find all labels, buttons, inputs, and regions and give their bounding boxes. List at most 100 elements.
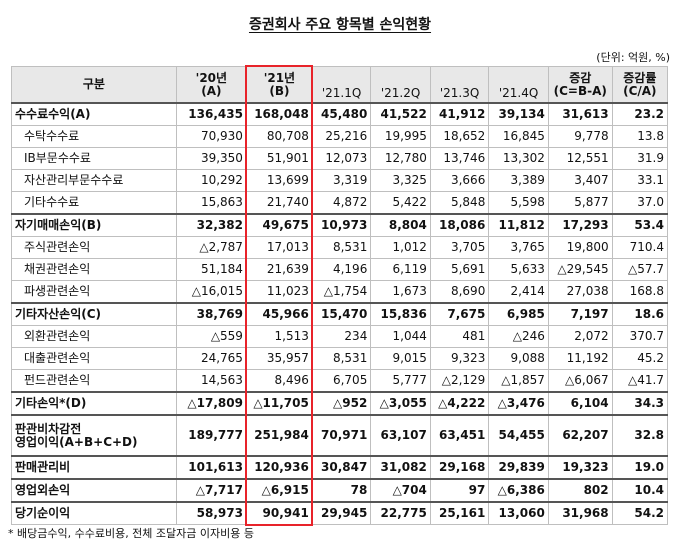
cell-diff: 7,197 — [547, 302, 613, 326]
cell-rate: 13.8 — [611, 125, 669, 148]
cell-q3: 13,746 — [429, 147, 490, 170]
table-row: 판관비차감전 영업이익(A+B+C+D) 189,777 251,984 70,971… — [11, 414, 669, 457]
row-label: 외환관련손익 — [11, 325, 177, 348]
cell-q2: 12,780 — [370, 147, 431, 170]
cell-y20: 136,435 — [175, 102, 247, 126]
cell-rate: 710.4 — [611, 236, 669, 259]
header-q2: '21.2Q — [370, 66, 431, 104]
table-row: 채권관련손익 51,184 21,639 4,196 6,119 5,691 5,633 △2… — [11, 258, 669, 281]
cell-q3: 7,675 — [429, 302, 490, 326]
cell-diff: 12,551 — [547, 147, 613, 170]
cell-diff: 62,207 — [547, 414, 613, 457]
cell-q1: 6,705 — [311, 369, 372, 393]
table-row: 대출관련손익 24,765 35,957 8,531 9,015 9,323 9,088 11… — [11, 347, 669, 370]
cell-q4: 2,414 — [488, 280, 549, 304]
cell-rate: 32.8 — [611, 414, 669, 457]
cell-y21: 168,048 — [245, 102, 313, 126]
cell-diff: 27,038 — [547, 280, 613, 304]
row-label: 자기매매손익(B) — [11, 213, 177, 237]
cell-q3: 5,691 — [429, 258, 490, 281]
header-diff: 증감 (C=B-A) — [547, 66, 613, 104]
table-body: 수수료수익(A) 136,435 168,048 45,480 41,522 41,912… — [11, 102, 669, 525]
header-category: 구분 — [11, 66, 177, 104]
cell-diff: 19,800 — [547, 236, 613, 259]
cell-y20: 51,184 — [175, 258, 247, 281]
row-label: 판관비차감전 영업이익(A+B+C+D) — [11, 414, 177, 457]
cell-y21: 251,984 — [245, 414, 313, 457]
cell-q4: △6,386 — [488, 478, 549, 503]
cell-q1: △952 — [311, 391, 372, 416]
cell-q1: 3,319 — [311, 169, 372, 192]
cell-diff: 19,323 — [547, 455, 613, 480]
row-label: 자산관리부문수수료 — [11, 169, 177, 192]
cell-y20: 58,973 — [175, 501, 247, 525]
cell-rate: △57.7 — [611, 258, 669, 281]
cell-q3: 8,690 — [429, 280, 490, 304]
cell-q2: 6,119 — [370, 258, 431, 281]
row-label: 수수료수익(A) — [11, 102, 177, 126]
cell-diff: 31,613 — [547, 102, 613, 126]
cell-q2: 19,995 — [370, 125, 431, 148]
header-2020: '20년 (A) — [175, 66, 247, 104]
cell-q1: 78 — [311, 478, 372, 503]
cell-q1: 8,531 — [311, 236, 372, 259]
cell-q4: 11,812 — [488, 213, 549, 237]
table-row: 영업외손익 △7,717 △6,915 78 △704 97 △6,386 802 10.4 — [11, 478, 669, 503]
cell-y21: 17,013 — [245, 236, 313, 259]
cell-q4: 29,839 — [488, 455, 549, 480]
cell-diff: 2,072 — [547, 325, 613, 348]
cell-q3: 29,168 — [429, 455, 490, 480]
cell-rate: 10.4 — [611, 478, 669, 503]
cell-y21: 1,513 — [245, 325, 313, 348]
header-q3: '21.3Q — [429, 66, 490, 104]
cell-q3: 3,705 — [429, 236, 490, 259]
cell-q1: 12,073 — [311, 147, 372, 170]
cell-y21: △6,915 — [245, 478, 313, 503]
cell-q2: △704 — [370, 478, 431, 503]
cell-rate: 53.4 — [611, 213, 669, 237]
cell-q4: 16,845 — [488, 125, 549, 148]
cell-y20: 101,613 — [175, 455, 247, 480]
cell-q2: △3,055 — [370, 391, 431, 416]
cell-y20: 189,777 — [175, 414, 247, 457]
cell-q2: 63,107 — [370, 414, 431, 457]
cell-q4: 5,633 — [488, 258, 549, 281]
cell-q3: 63,451 — [429, 414, 490, 457]
cell-q3: 18,652 — [429, 125, 490, 148]
row-label: 당기순이익 — [11, 501, 177, 525]
cell-y21: 35,957 — [245, 347, 313, 370]
table-row: 펀드관련손익 14,563 8,496 6,705 5,777 △2,129 △1,857 △… — [11, 369, 669, 393]
header-rate: 증감률 (C/A) — [611, 66, 669, 104]
cell-q1: 25,216 — [311, 125, 372, 148]
table-row: 기타손익*(D) △17,809 △11,705 △952 △3,055 △4,222 △3… — [11, 391, 669, 416]
cell-q2: 1,673 — [370, 280, 431, 304]
cell-q4: 54,455 — [488, 414, 549, 457]
header-2021: '21년 (B) — [245, 66, 313, 104]
cell-q4: △3,476 — [488, 391, 549, 416]
cell-q1: 30,847 — [311, 455, 372, 480]
cell-q1: 45,480 — [311, 102, 372, 126]
cell-diff: 6,104 — [547, 391, 613, 416]
cell-q4: 6,985 — [488, 302, 549, 326]
row-label: 채권관련손익 — [11, 258, 177, 281]
cell-diff: 31,968 — [547, 501, 613, 525]
table-row: 자산관리부문수수료 10,292 13,699 3,319 3,325 3,666 3,38… — [11, 169, 669, 192]
cell-q2: 9,015 — [370, 347, 431, 370]
cell-rate: △41.7 — [611, 369, 669, 393]
header-q1: '21.1Q — [311, 66, 372, 104]
row-label: 영업외손익 — [11, 478, 177, 503]
row-label: 대출관련손익 — [11, 347, 177, 370]
cell-y20: △16,015 — [175, 280, 247, 304]
cell-y21: 80,708 — [245, 125, 313, 148]
table-row: 자기매매손익(B) 32,382 49,675 10,973 8,804 18,086 11… — [11, 213, 669, 237]
cell-q1: 70,971 — [311, 414, 372, 457]
cell-y21: △11,705 — [245, 391, 313, 416]
cell-rate: 19.0 — [611, 455, 669, 480]
cell-q4: 9,088 — [488, 347, 549, 370]
cell-q1: 8,531 — [311, 347, 372, 370]
cell-q2: 8,804 — [370, 213, 431, 237]
header-row: 구분 '20년 (A) '21년 (B) '21.1Q '21.2Q '21.3… — [11, 66, 669, 104]
cell-rate: 37.0 — [611, 191, 669, 215]
cell-q2: 5,777 — [370, 369, 431, 393]
cell-q4: 3,765 — [488, 236, 549, 259]
